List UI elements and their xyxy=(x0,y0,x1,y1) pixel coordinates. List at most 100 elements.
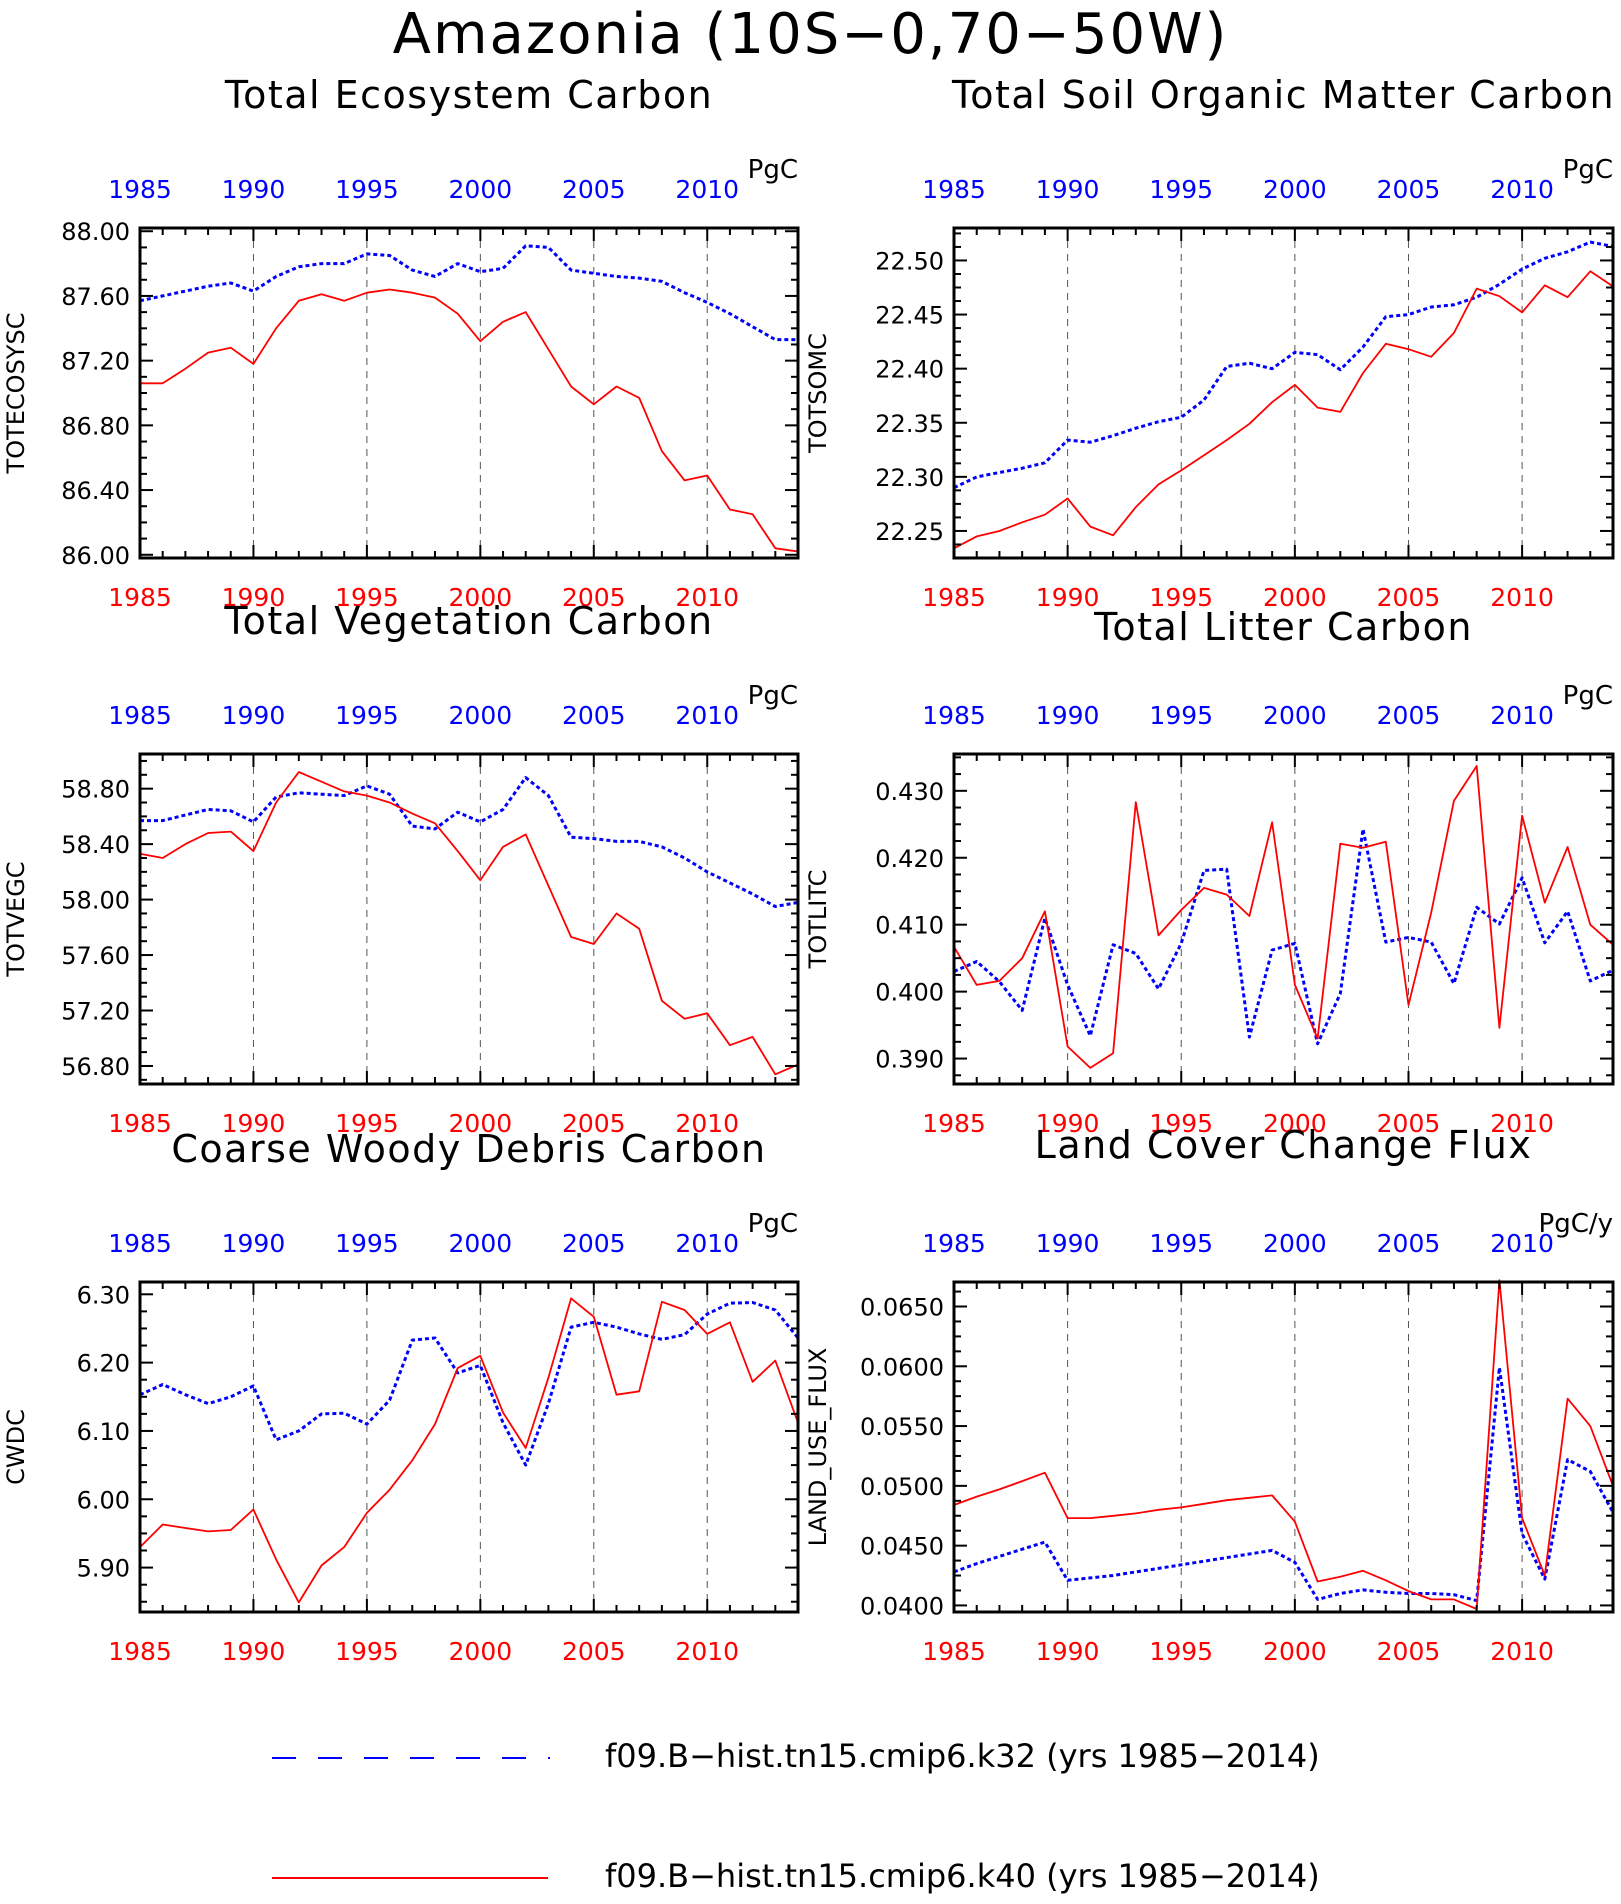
y-tick-label: 22.25 xyxy=(875,518,944,546)
x-tick-label-top: 2010 xyxy=(675,1229,739,1258)
figure-title: Amazonia (10S−0,70−50W) xyxy=(392,2,1229,67)
legend-item-k32: f09.B−hist.tn15.cmip6.k32 (yrs 1985−2014… xyxy=(0,1733,1621,1783)
x-tick-label-bottom: 1990 xyxy=(222,1109,286,1138)
x-tick-label-top: 2010 xyxy=(1490,1229,1554,1258)
y-tick-label: 0.420 xyxy=(875,845,944,873)
y-tick-label: 6.00 xyxy=(77,1486,130,1514)
y-tick-label: 0.0400 xyxy=(860,1592,944,1620)
x-tick-label-bottom: 2010 xyxy=(1490,1637,1554,1666)
x-tick-label-bottom: 1995 xyxy=(1149,1637,1213,1666)
y-tick-label: 0.0450 xyxy=(860,1533,944,1561)
x-tick-label-bottom: 2005 xyxy=(1377,583,1441,612)
plot-frame xyxy=(952,752,1615,1086)
y-tick-label: 6.30 xyxy=(77,1281,130,1309)
y-tick-label: 86.40 xyxy=(61,477,130,505)
x-tick-label-top: 2005 xyxy=(562,175,626,204)
x-tick-label-bottom: 1985 xyxy=(108,583,172,612)
series-line-k32 xyxy=(140,776,799,908)
x-tick-label-top: 1985 xyxy=(922,175,986,204)
plot-frame xyxy=(952,1280,1615,1614)
plot-frame xyxy=(138,1280,800,1614)
chart-panel-1: Total Ecosystem Carbon PgC 1985 1985 1990 199… xyxy=(2,73,800,612)
y-tick-label: 86.80 xyxy=(61,412,130,440)
x-tick-label-top: 2005 xyxy=(562,1229,626,1258)
x-tick-label-bottom: 2005 xyxy=(562,1109,626,1138)
series-line-k32 xyxy=(953,1366,1615,1603)
series-line-k40 xyxy=(139,771,799,1076)
x-tick-label-top: 1990 xyxy=(1036,701,1100,730)
y-tick-label: 56.80 xyxy=(61,1053,130,1081)
y-tick-label: 87.60 xyxy=(61,283,130,311)
plot-frame xyxy=(952,226,1615,560)
x-tick-label-top: 2000 xyxy=(1263,1229,1327,1258)
y-tick-label: 0.0600 xyxy=(860,1353,944,1381)
series-line-k32 xyxy=(139,244,798,342)
x-tick-label-bottom: 1990 xyxy=(1036,583,1100,612)
x-tick-label-bottom: 1985 xyxy=(922,583,986,612)
x-tick-label-top: 2005 xyxy=(1377,701,1441,730)
x-tick-label-bottom: 1985 xyxy=(108,1637,172,1666)
x-tick-label-bottom: 2005 xyxy=(562,583,626,612)
legend-swatch-k32 xyxy=(272,1757,550,1759)
x-tick-label-top: 2005 xyxy=(1377,1229,1441,1258)
legend-item-k40: f09.B−hist.tn15.cmip6.k40 (yrs 1985−2014… xyxy=(0,1853,1621,1903)
x-tick-label-top: 2000 xyxy=(449,701,513,730)
x-tick-label-bottom: 2010 xyxy=(1490,1109,1554,1138)
y-tick-label: 0.400 xyxy=(875,979,944,1007)
x-tick-label-top: 2010 xyxy=(675,175,739,204)
chart-panel-2: Total Soil Organic Matter Carbon PgC 1985 1… xyxy=(804,73,1615,612)
x-tick-label-bottom: 2000 xyxy=(1263,1109,1327,1138)
x-tick-label-top: 1985 xyxy=(922,701,986,730)
y-tick-label: 22.40 xyxy=(875,356,944,384)
x-tick-label-bottom: 1985 xyxy=(108,1109,172,1138)
x-tick-label-bottom: 1995 xyxy=(335,1637,399,1666)
y-tick-label: 0.0500 xyxy=(860,1473,944,1501)
x-tick-label-bottom: 2010 xyxy=(675,583,739,612)
x-tick-label-bottom: 2005 xyxy=(562,1637,626,1666)
x-tick-label-bottom: 1990 xyxy=(1036,1109,1100,1138)
x-tick-label-top: 1990 xyxy=(1036,1229,1100,1258)
series-line-k40 xyxy=(953,270,1614,550)
y-tick-label: 22.30 xyxy=(875,464,944,492)
series-line-k40 xyxy=(953,765,1614,1069)
x-tick-label-bottom: 1990 xyxy=(222,1637,286,1666)
x-tick-label-top: 2010 xyxy=(1490,701,1554,730)
chart-panel-6: Land Cover Change Flux PgC/y 1985 1985 1990 1… xyxy=(804,1123,1615,1666)
y-axis-label: TOTSOMC xyxy=(804,333,832,454)
chart-panel-3: Total Vegetation Carbon PgC 1985 1985 1990 19… xyxy=(2,599,800,1138)
x-tick-label-bottom: 1985 xyxy=(922,1109,986,1138)
y-tick-label: 22.45 xyxy=(875,302,944,330)
y-tick-label: 57.60 xyxy=(61,942,130,970)
y-tick-label: 87.20 xyxy=(61,348,130,376)
y-axis-label: TOTVEGC xyxy=(2,861,30,977)
chart-title: Coarse Woody Debris Carbon xyxy=(171,1127,766,1171)
series-line-k40 xyxy=(139,1297,799,1604)
chart-title: Land Cover Change Flux xyxy=(1035,1123,1533,1167)
x-tick-label-bottom: 2010 xyxy=(675,1637,739,1666)
x-tick-label-bottom: 2000 xyxy=(1263,583,1327,612)
x-tick-label-bottom: 1995 xyxy=(335,583,399,612)
y-tick-label: 0.410 xyxy=(875,912,944,940)
chart-title: Total Litter Carbon xyxy=(1093,605,1473,649)
units-label: PgC xyxy=(1563,155,1613,185)
y-tick-label: 5.90 xyxy=(77,1555,130,1583)
units-label: PgC/y xyxy=(1539,1209,1613,1239)
units-label: PgC xyxy=(748,155,798,185)
y-axis-label: TOTLITC xyxy=(804,870,832,970)
plot-frame xyxy=(138,752,800,1086)
x-tick-label-bottom: 1990 xyxy=(222,583,286,612)
x-tick-label-bottom: 2005 xyxy=(1377,1109,1441,1138)
series-line-k32 xyxy=(953,240,1614,490)
x-tick-label-bottom: 1995 xyxy=(1149,1109,1213,1138)
x-tick-label-top: 2000 xyxy=(1263,701,1327,730)
units-label: PgC xyxy=(748,1209,798,1239)
chart-title: Total Soil Organic Matter Carbon xyxy=(951,73,1615,117)
x-tick-label-top: 1990 xyxy=(222,175,286,204)
x-tick-label-top: 1995 xyxy=(1149,701,1213,730)
units-label: PgC xyxy=(1563,681,1613,711)
y-tick-label: 22.35 xyxy=(875,410,944,438)
y-tick-label: 58.40 xyxy=(61,831,130,859)
y-tick-label: 86.00 xyxy=(61,542,130,570)
chart-title: Total Vegetation Carbon xyxy=(223,599,713,643)
